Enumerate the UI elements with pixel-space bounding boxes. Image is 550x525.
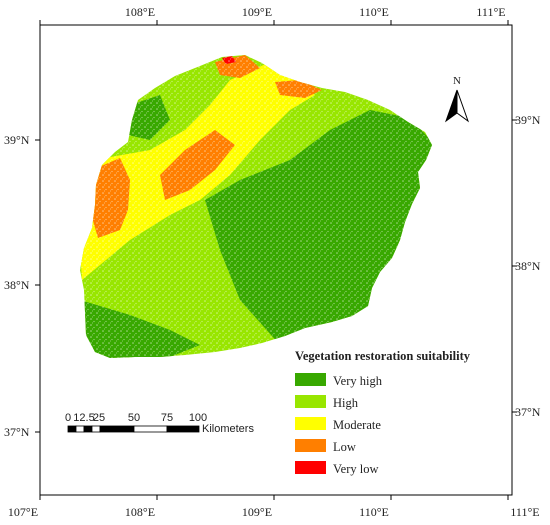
scale-segment [83, 425, 93, 433]
lat-label-right: 39°N [515, 113, 541, 127]
scale-unit: Kilometers [202, 423, 254, 435]
speckle-texture [80, 55, 432, 358]
scale-tick-label: 50 [128, 412, 140, 424]
legend-swatch-high [295, 395, 326, 408]
north-arrow-right-half [456, 89, 470, 123]
lon-label-top: 108°E [125, 5, 155, 19]
scale-tick-label: 75 [161, 412, 173, 424]
legend-label-high: High [333, 396, 359, 410]
legend-swatch-very-high [295, 373, 326, 386]
scale-bar: 0 12.5 25 50 75 100 Kilometers [65, 412, 255, 435]
legend-swatch-very-low [295, 461, 326, 474]
map-frame [39, 24, 513, 496]
lon-label-bottom: 107°E [8, 505, 38, 519]
lon-label-bottom: 108°E [125, 505, 155, 519]
legend-swatch-moderate [295, 417, 326, 430]
scale-segment [75, 425, 85, 433]
scale-segment [99, 425, 135, 433]
scale-tick-label: 25 [93, 412, 105, 424]
lat-label-left: 37°N [4, 425, 30, 439]
legend: Vegetation restoration suitability Very … [295, 349, 471, 476]
lon-label-bottom: 109°E [242, 505, 272, 519]
lon-label-top: 109°E [242, 5, 272, 19]
lon-label-bottom: 111°E [510, 505, 539, 519]
lat-label-right: 37°N [515, 405, 541, 419]
lon-ticks [39, 20, 509, 500]
lon-label-top: 111°E [476, 5, 505, 19]
north-arrow-icon: N [444, 75, 470, 123]
legend-label-low: Low [333, 440, 356, 454]
scale-segment [133, 425, 168, 433]
lat-ticks [35, 119, 517, 433]
legend-label-very-high: Very high [333, 374, 383, 388]
scale-tick-label: 100 [189, 412, 207, 424]
lon-label-top: 110°E [359, 5, 389, 19]
scale-segment [91, 425, 101, 433]
legend-label-moderate: Moderate [333, 418, 381, 432]
legend-label-very-low: Very low [333, 462, 378, 476]
scale-segment [67, 425, 77, 433]
lon-label-bottom: 110°E [359, 505, 389, 519]
scale-segment [166, 425, 200, 433]
lat-label-left: 38°N [4, 278, 30, 292]
study-region [80, 55, 432, 358]
north-arrow-left-half [444, 89, 458, 123]
legend-title: Vegetation restoration suitability [295, 349, 471, 363]
scale-tick-label: 0 [65, 412, 71, 424]
north-label: N [453, 75, 461, 87]
scale-tick-label: 12.5 [73, 412, 94, 424]
lat-label-left: 39°N [4, 133, 30, 147]
legend-swatch-low [295, 439, 326, 452]
lat-label-right: 38°N [515, 259, 541, 273]
